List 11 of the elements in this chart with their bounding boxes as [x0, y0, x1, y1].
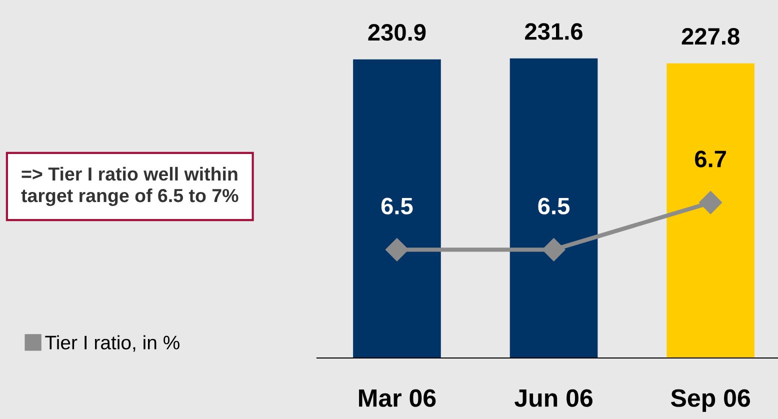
data-label: 231.6: [525, 23, 582, 40]
data-label: 227.8: [682, 28, 740, 45]
data-label: 230.9: [368, 24, 426, 41]
x-tick-label: Jun 06: [514, 389, 592, 407]
data-label: 6.7: [695, 150, 726, 168]
legend-label: Tier I ratio, in %: [45, 335, 180, 352]
data-label: 6.5: [381, 198, 413, 214]
text: => Tier I ratio well within target range of 6.5 to 7%: [21, 166, 238, 206]
x-tick-label: Sep 06: [670, 389, 750, 412]
x-tick-label: Mar 06: [359, 389, 436, 407]
data-label: 6.5: [538, 198, 570, 214]
